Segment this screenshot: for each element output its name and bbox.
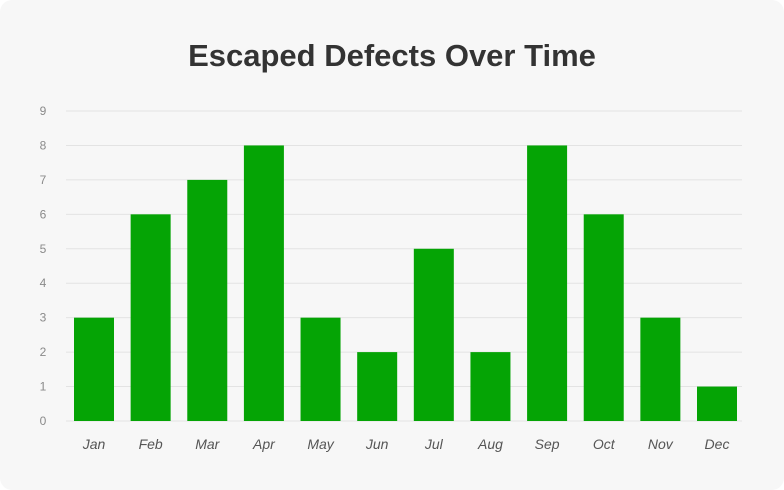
gridlines <box>66 110 742 422</box>
bar-sep <box>527 145 568 421</box>
x-tick-label: Apr <box>252 436 276 452</box>
chart-title: Escaped Defects Over Time <box>188 38 596 73</box>
y-tick-label: 9 <box>40 104 47 118</box>
bar-may <box>300 317 341 421</box>
x-tick-label: Oct <box>593 436 616 452</box>
bar-jul <box>413 248 454 421</box>
y-tick-label: 7 <box>40 173 47 187</box>
x-tick-label: Jan <box>82 436 106 452</box>
x-tick-label: Sep <box>535 436 560 452</box>
x-tick-label: May <box>307 436 334 452</box>
bar-oct <box>583 214 624 421</box>
y-tick-label: 0 <box>40 414 47 428</box>
y-tick-label: 5 <box>40 242 47 256</box>
y-tick-label: 4 <box>40 276 47 290</box>
y-axis-ticks: 0 1 2 3 4 5 6 7 8 9 <box>40 104 47 428</box>
x-tick-label: Jul <box>424 436 444 452</box>
x-tick-label: Aug <box>477 436 503 452</box>
y-tick-label: 3 <box>40 311 47 325</box>
x-tick-label: Feb <box>139 436 163 452</box>
bar-jun <box>357 352 398 421</box>
bars <box>74 145 737 421</box>
x-tick-label: Jun <box>365 436 389 452</box>
bar-nov <box>640 317 681 421</box>
x-tick-label: Dec <box>705 436 730 452</box>
bar-aug <box>470 352 511 421</box>
y-tick-label: 8 <box>40 138 47 152</box>
y-tick-label: 1 <box>40 380 47 394</box>
bar-jan <box>74 317 114 421</box>
x-tick-label: Mar <box>195 436 220 452</box>
bar-dec <box>697 386 737 421</box>
x-axis-ticks: Jan Feb Mar Apr May Jun Jul Aug Sep Oct Nov Dec <box>82 436 730 452</box>
bar-feb <box>130 214 171 421</box>
bar-mar <box>187 179 228 421</box>
x-tick-label: Nov <box>648 436 674 452</box>
bar-apr <box>243 145 284 421</box>
y-tick-label: 2 <box>40 345 47 359</box>
y-tick-label: 6 <box>40 207 47 221</box>
